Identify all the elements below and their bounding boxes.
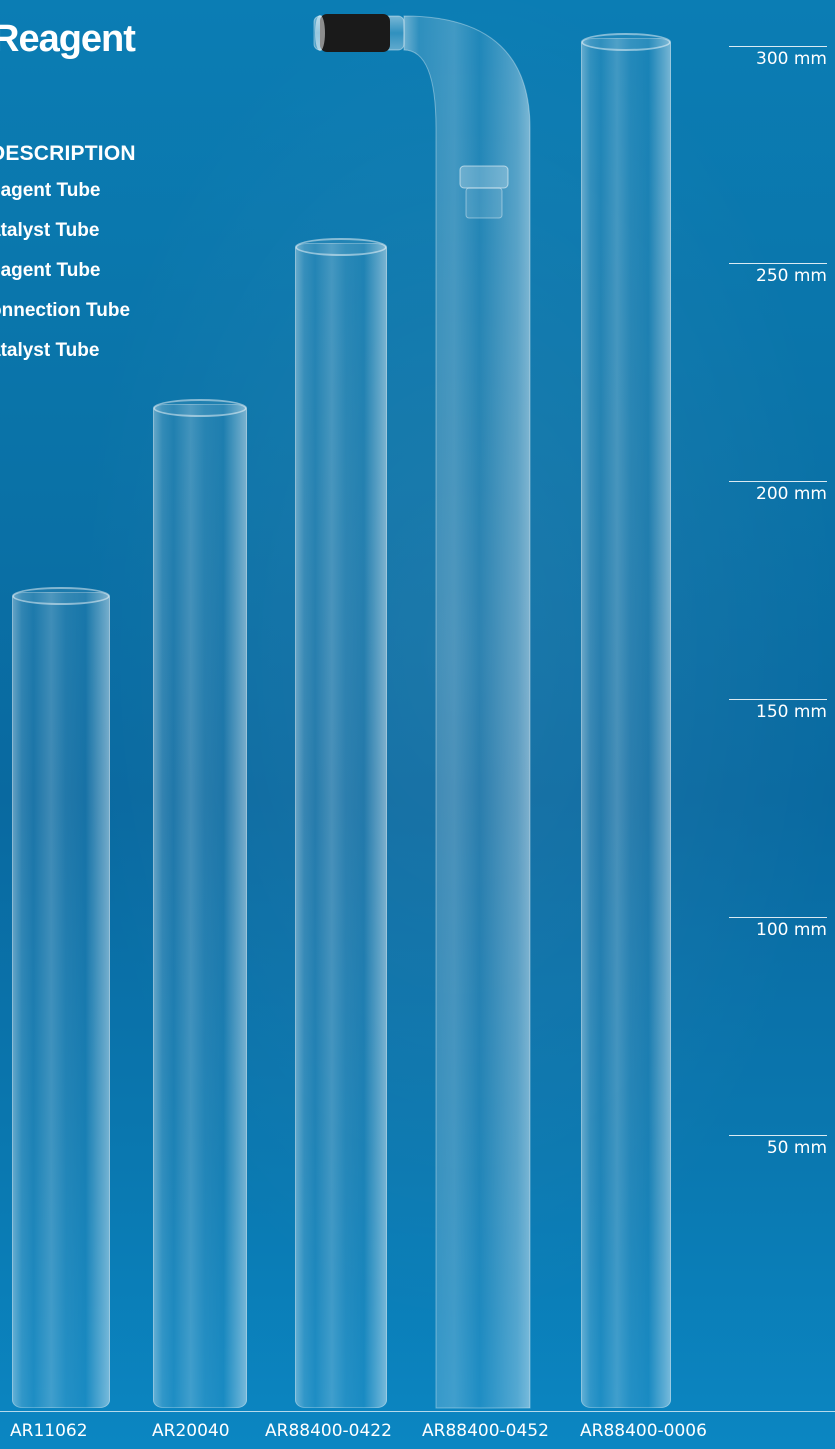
scale-mark-300: 300 mm <box>729 46 827 69</box>
scale-label: 250 mm <box>756 266 827 286</box>
scale-tick <box>729 917 827 918</box>
scale-mark-100: 100 mm <box>729 917 827 940</box>
baseline <box>0 1411 835 1412</box>
scale-tick <box>729 263 827 264</box>
scale-mark-150: 150 mm <box>729 699 827 722</box>
tube-ar20040 <box>153 399 247 1408</box>
scale-label: 200 mm <box>756 484 827 504</box>
tube-ar11062 <box>12 587 110 1408</box>
part-label: AR11062 <box>10 1421 88 1441</box>
part-label: AR20040 <box>152 1421 230 1441</box>
scale-tick <box>729 1135 827 1136</box>
description-item: onnection Tube <box>0 300 131 321</box>
scale-mark-50: 50 mm <box>729 1135 827 1158</box>
scale-tick <box>729 46 827 47</box>
part-labels: AR11062 AR20040 AR88400-0422 AR88400-045… <box>0 1421 835 1449</box>
scale-tick <box>729 481 827 482</box>
description-item: atalyst Tube <box>0 220 100 241</box>
part-label: AR88400-0006 <box>580 1421 707 1441</box>
scale-label: 100 mm <box>756 920 827 940</box>
tube-ar88400-0452-bent <box>313 14 531 1409</box>
description-header: DESCRIPTION <box>0 142 136 165</box>
description-item: eagent Tube <box>0 180 101 201</box>
tube-ar88400-0006 <box>581 33 671 1408</box>
scale-label: 300 mm <box>756 49 827 69</box>
part-label: AR88400-0422 <box>265 1421 392 1441</box>
scale-mark-250: 250 mm <box>729 263 827 286</box>
description-item: atalyst Tube <box>0 340 100 361</box>
description-list: DESCRIPTION eagent Tube atalyst Tube eag… <box>0 142 136 380</box>
scale-label: 150 mm <box>756 702 827 722</box>
scale-mark-200: 200 mm <box>729 481 827 504</box>
scale-tick <box>729 699 827 700</box>
connector-sleeve <box>320 14 390 52</box>
description-item: eagent Tube <box>0 260 101 281</box>
page-title: Reagent <box>0 18 136 60</box>
tube-ar88400-0422 <box>295 238 387 1408</box>
part-label: AR88400-0452 <box>422 1421 549 1441</box>
scale-label: 50 mm <box>766 1138 827 1158</box>
